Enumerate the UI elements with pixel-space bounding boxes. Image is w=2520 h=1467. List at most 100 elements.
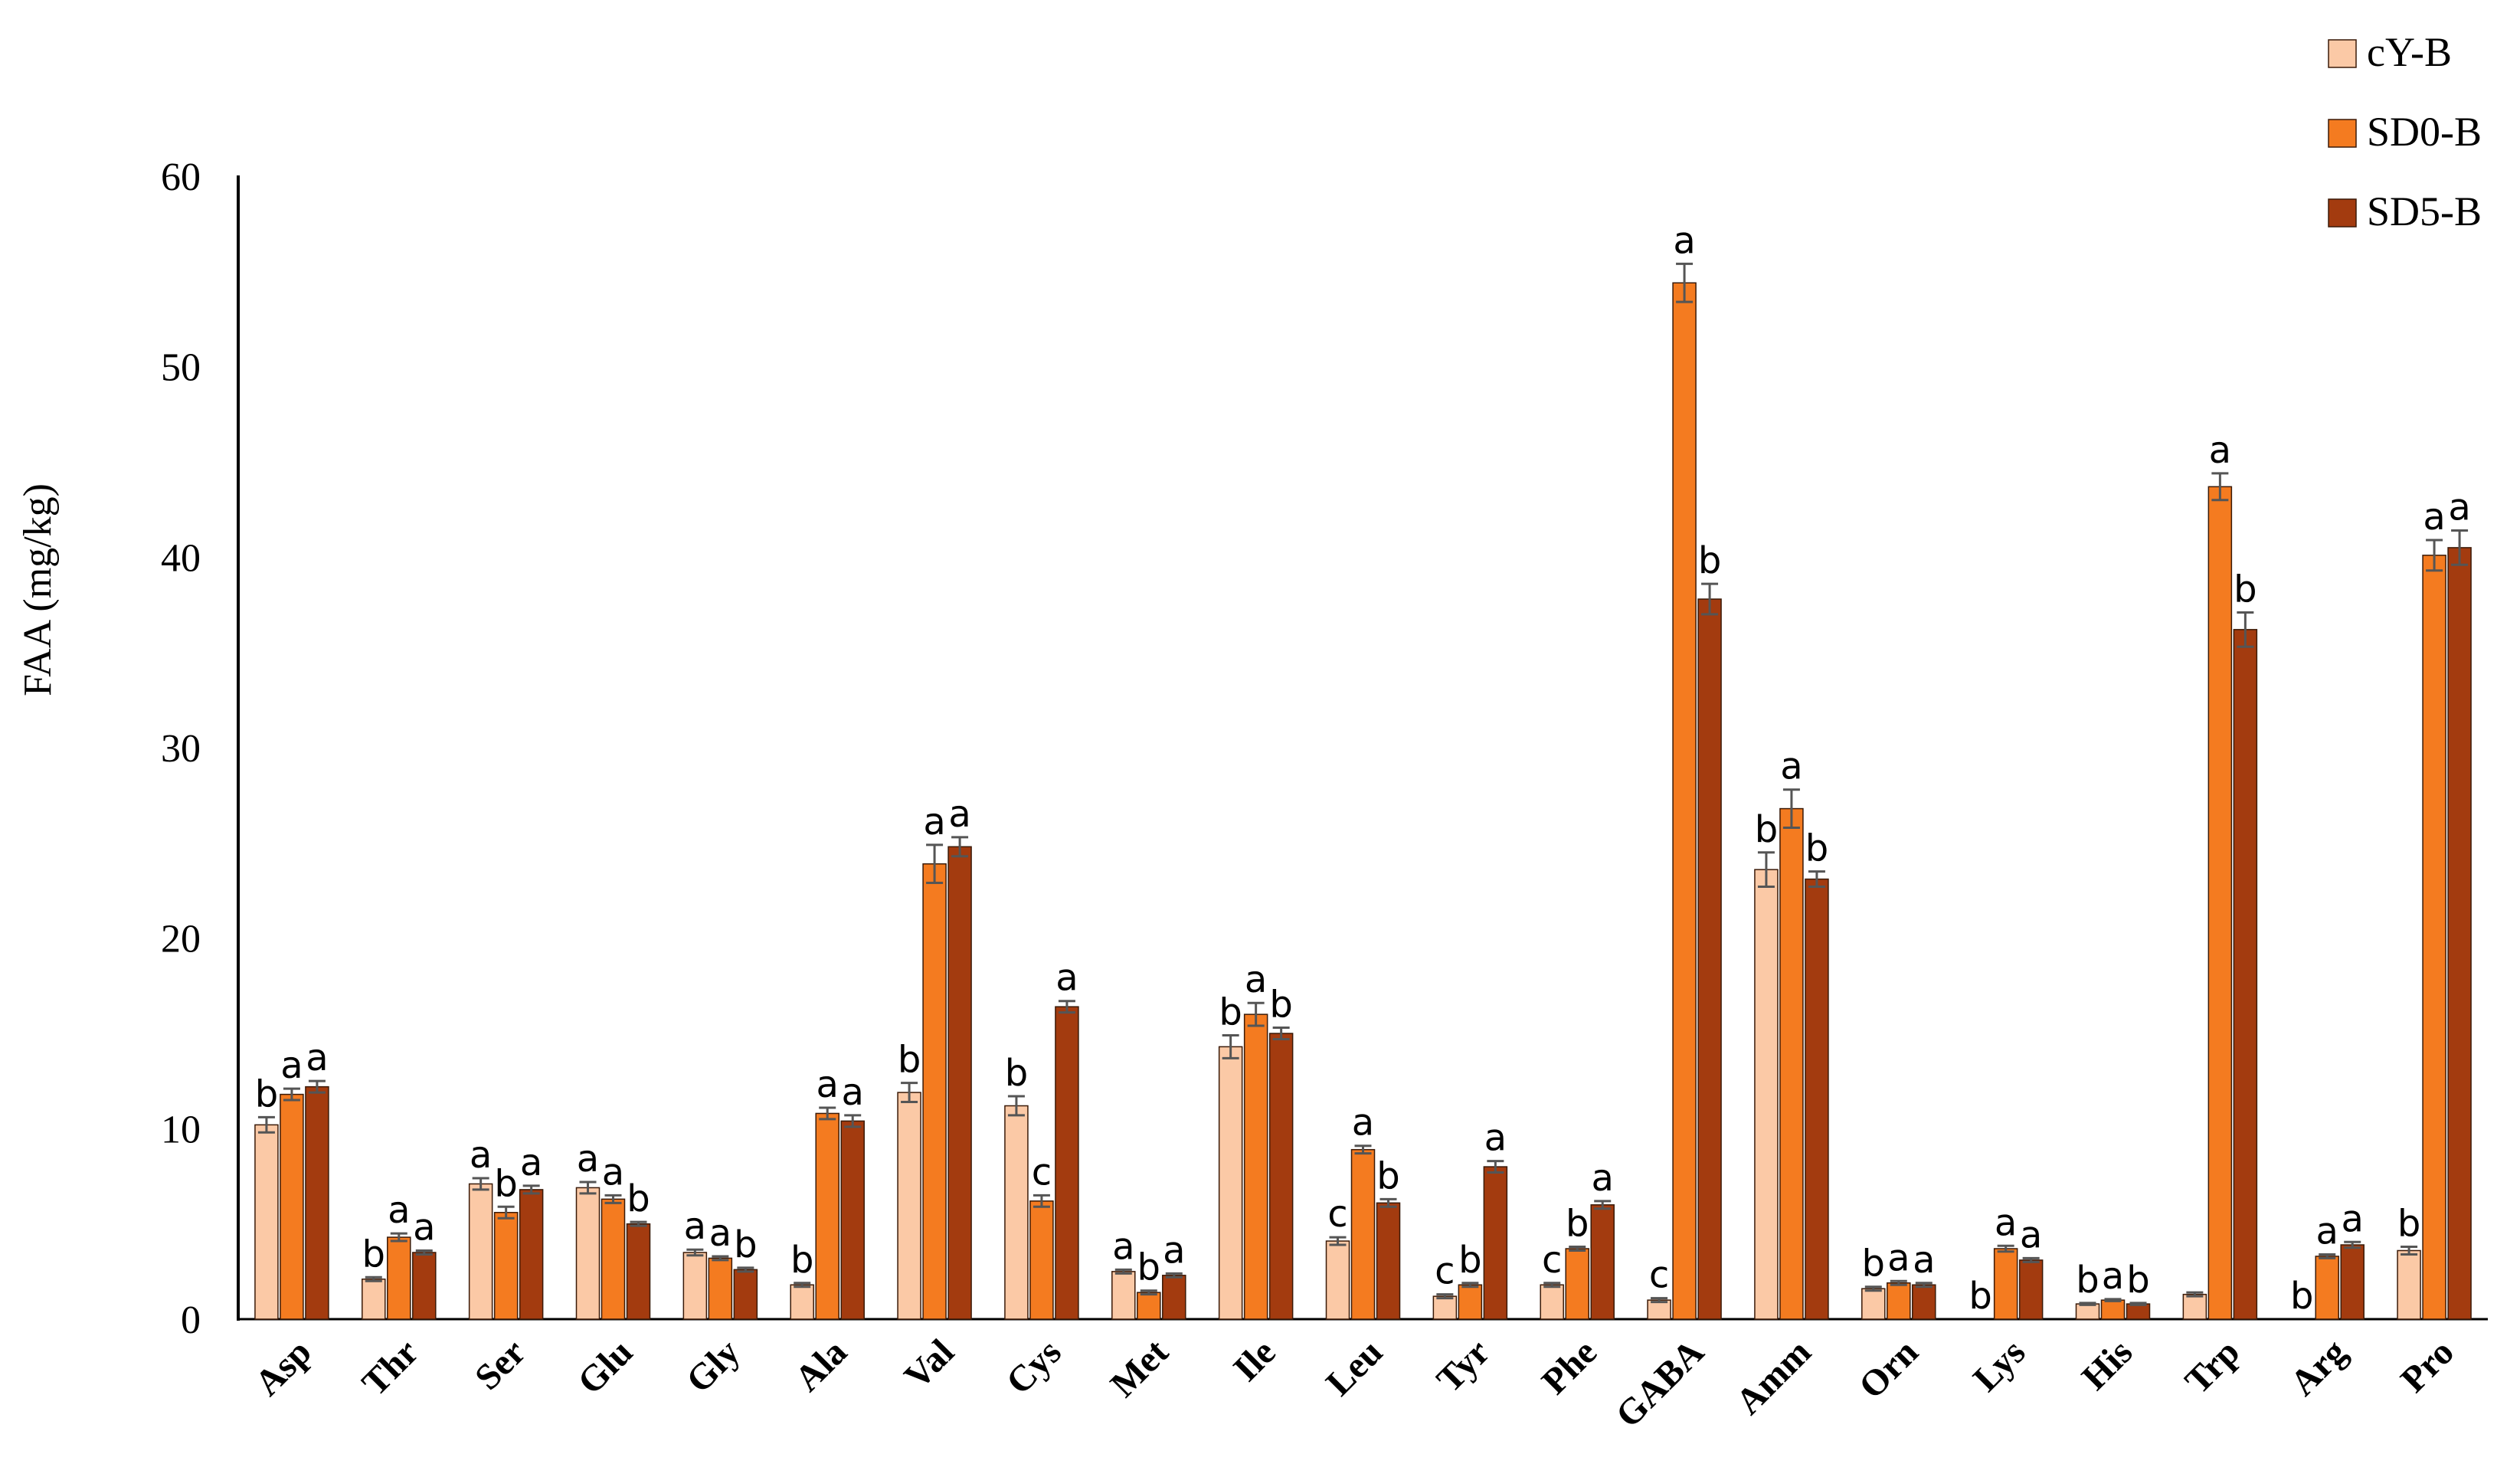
x-tick-labels: Asp Thr Ser Glu Gly Ala Val Cys Met Ile Leu Tyr Phe G…: [247, 1331, 2462, 1436]
bar: [1458, 1284, 1483, 1320]
error-bar: [737, 1266, 754, 1273]
significance-letter: a: [1887, 1236, 1910, 1279]
bar: [280, 1093, 304, 1320]
y-axis-label: FAA (mg/kg): [16, 483, 60, 696]
y-tick-label: 20: [161, 918, 201, 961]
error-bar: [308, 1079, 326, 1094]
bar: [947, 846, 972, 1320]
significance-letter: a: [684, 1205, 706, 1248]
significance-letter: a: [1913, 1239, 1935, 1282]
error-bar: [1543, 1282, 1561, 1289]
error-bar: [794, 1282, 811, 1289]
bar: [1754, 869, 1779, 1320]
error-bar: [1864, 1285, 1882, 1292]
significance-letter: b: [2126, 1259, 2149, 1302]
error-bar: [1007, 1095, 1025, 1117]
significance-letter: b: [627, 1177, 650, 1220]
significance-letter: a: [1673, 219, 1695, 262]
legend-item: SD5-B: [2328, 188, 2482, 234]
bar: [2397, 1249, 2421, 1320]
error-bar: [2211, 472, 2229, 502]
significance-letter: b: [790, 1239, 813, 1282]
significance-letter: a: [1112, 1225, 1134, 1268]
legend-label: SD0-B: [2367, 109, 2482, 155]
legend-label: SD5-B: [2367, 188, 2482, 234]
x-tick-label: Ala: [787, 1331, 855, 1399]
legend-item: SD0-B: [2328, 109, 2482, 155]
significance-letter: a: [948, 793, 970, 836]
bar: [1912, 1284, 1936, 1320]
x-tick-label: Orn: [1851, 1331, 1926, 1406]
error-bar: [2344, 1240, 2361, 1249]
bar: [493, 1211, 519, 1320]
error-bar: [2022, 1256, 2040, 1263]
legend-item: cY-B: [2328, 29, 2452, 75]
significance-letter: b: [494, 1162, 517, 1205]
significance-letter: b: [1137, 1246, 1160, 1289]
error-bar: [2129, 1302, 2147, 1306]
bar: [2182, 1293, 2207, 1320]
error-bar: [1379, 1197, 1397, 1208]
error-bar: [522, 1184, 540, 1195]
bar: [2075, 1303, 2100, 1320]
bar: [1590, 1204, 1615, 1320]
significance-letter: a: [2209, 429, 2231, 472]
error-bar: [415, 1249, 433, 1256]
x-tick-label: Trp: [2178, 1331, 2248, 1402]
bar: [1565, 1248, 1589, 1320]
significance-letter: b: [2234, 568, 2257, 611]
significance-letter: a: [2342, 1197, 2364, 1240]
bar: [626, 1223, 651, 1320]
significance-letter: c: [1649, 1254, 1669, 1297]
bar: [519, 1189, 544, 1320]
error-bar: [2319, 1253, 2336, 1259]
significance-letter: a: [602, 1151, 624, 1194]
bar: [575, 1187, 601, 1320]
significance-letter: a: [1780, 745, 1802, 788]
x-tick-label: Asp: [247, 1331, 319, 1403]
error-bar: [2401, 1246, 2418, 1256]
significance-letter: a: [2448, 486, 2470, 529]
bar: [1993, 1248, 2018, 1320]
error-bar: [1757, 851, 1775, 889]
significance-letter: b: [362, 1233, 385, 1275]
legend: cY-B SD0-B SD5-B: [2328, 29, 2482, 234]
significance-letter: a: [1592, 1157, 1614, 1200]
error-bar: [1329, 1236, 1347, 1246]
significance-letter: b: [1698, 539, 1721, 582]
error-bar: [1676, 262, 1694, 303]
bar: [1111, 1271, 1136, 1320]
bar: [2422, 555, 2446, 1320]
error-bar: [1436, 1293, 1454, 1300]
significance-letter: b: [1005, 1052, 1028, 1095]
significance-letter: b: [734, 1223, 757, 1266]
error-bar: [2079, 1302, 2096, 1306]
significance-letter: a: [842, 1071, 864, 1114]
significance-letter: a: [709, 1212, 731, 1255]
bar: [840, 1120, 865, 1320]
bar: [1055, 1006, 1079, 1320]
error-bar: [2186, 1291, 2204, 1298]
significance-letter: b: [1376, 1154, 1399, 1197]
bar: [1268, 1033, 1294, 1320]
significance-letter: b: [1269, 984, 1292, 1027]
bar: [682, 1252, 708, 1320]
significance-letter: a: [1352, 1102, 1374, 1144]
x-tick-label: Glu: [570, 1331, 640, 1402]
significance-letter: a: [923, 801, 945, 843]
error-bar: [844, 1114, 862, 1128]
significance-letter: a: [388, 1189, 410, 1232]
bar: [1861, 1288, 1886, 1320]
bar: [1137, 1292, 1161, 1320]
bar: [1483, 1166, 1508, 1320]
error-bar: [1272, 1027, 1290, 1040]
error-bar: [1114, 1268, 1132, 1275]
significance-letter: b: [2076, 1259, 2099, 1302]
bar: [1325, 1240, 1350, 1320]
x-tick-label: Pro: [2393, 1331, 2462, 1400]
significance-letter: b: [1862, 1243, 1885, 1285]
error-bar: [1569, 1246, 1586, 1252]
error-bar: [497, 1205, 515, 1220]
significance-letter: b: [1805, 827, 1828, 870]
error-bar: [901, 1082, 918, 1104]
